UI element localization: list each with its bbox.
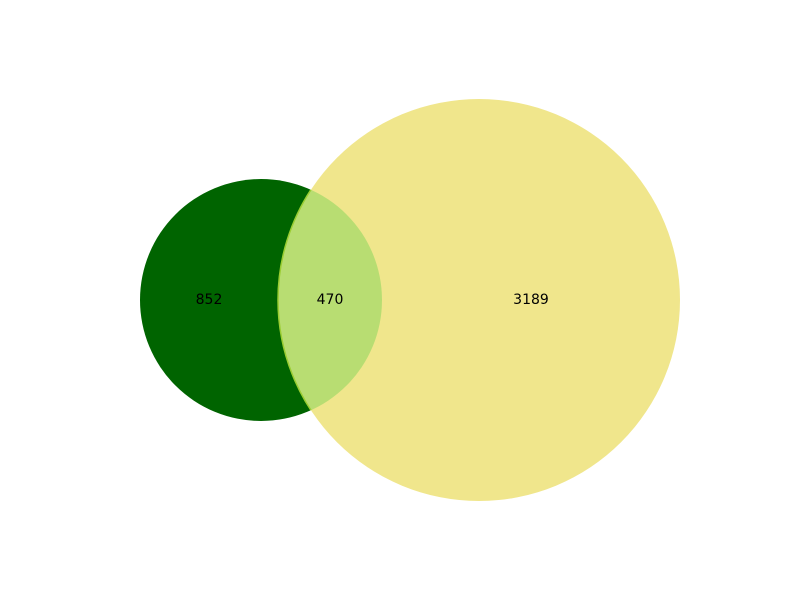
left-only-count: 852 — [196, 292, 223, 308]
right-only-count: 3189 — [513, 292, 549, 308]
intersection-count: 470 — [317, 292, 344, 308]
set-right-circle — [278, 99, 680, 501]
